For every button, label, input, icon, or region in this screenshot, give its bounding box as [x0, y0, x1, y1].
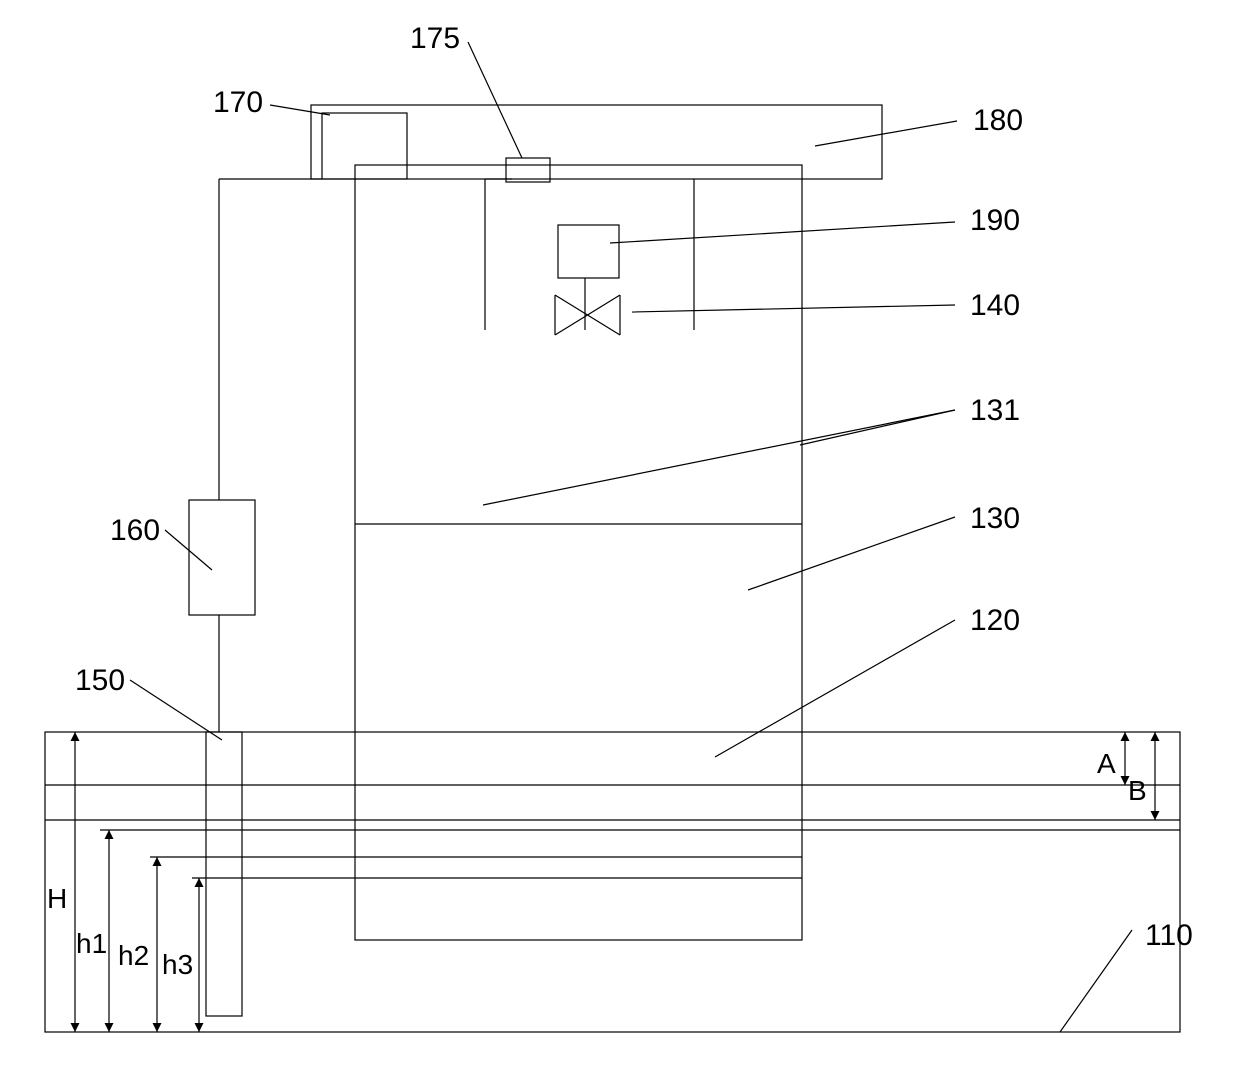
- leader-line: [632, 305, 955, 312]
- leader-line: [815, 121, 957, 146]
- vessel-rect: [355, 165, 802, 940]
- box190-rect: [558, 225, 619, 278]
- label-130: 130: [970, 502, 1020, 535]
- arrow-head: [1151, 811, 1160, 820]
- arrow-head: [105, 1023, 114, 1032]
- arrow-head: [195, 1023, 204, 1032]
- well-rect: [206, 732, 242, 1016]
- arrow-head: [1151, 732, 1160, 741]
- label-150: 150: [75, 664, 125, 697]
- top_plate-rect: [311, 105, 882, 179]
- leader-line: [610, 222, 955, 243]
- label-180: 180: [973, 104, 1023, 137]
- box175-rect: [506, 158, 550, 182]
- dim-label-h2: h2: [118, 940, 149, 971]
- base-rect: [45, 732, 1180, 1032]
- label-175: 175: [410, 22, 460, 55]
- arrow-head: [105, 830, 114, 839]
- arrow-head: [153, 1023, 162, 1032]
- leader-line: [1060, 930, 1132, 1032]
- box170-rect: [322, 113, 407, 179]
- leader-line: [715, 620, 955, 757]
- label-120: 120: [970, 604, 1020, 637]
- arrow-head: [153, 857, 162, 866]
- arrow-head: [71, 732, 80, 741]
- label-170: 170: [213, 86, 263, 119]
- leader-line: [270, 105, 330, 115]
- label-190: 190: [970, 204, 1020, 237]
- dim-label-B: B: [1128, 775, 1147, 806]
- dim-label-A: A: [1097, 748, 1116, 779]
- label-140: 140: [970, 289, 1020, 322]
- label-110: 110: [1145, 919, 1193, 952]
- arrow-head: [1121, 732, 1130, 741]
- leader-line: [483, 410, 955, 505]
- arrow-head: [195, 878, 204, 887]
- dim-label-H: H: [47, 883, 67, 914]
- box160-rect: [189, 500, 255, 615]
- leader-line: [468, 42, 522, 158]
- arrow-head: [71, 1023, 80, 1032]
- label-160: 160: [110, 514, 160, 547]
- leader-line: [130, 680, 222, 740]
- dim-label-h3: h3: [162, 949, 193, 980]
- label-131: 131: [970, 394, 1020, 427]
- leader-line: [748, 517, 955, 590]
- dim-label-h1: h1: [76, 928, 107, 959]
